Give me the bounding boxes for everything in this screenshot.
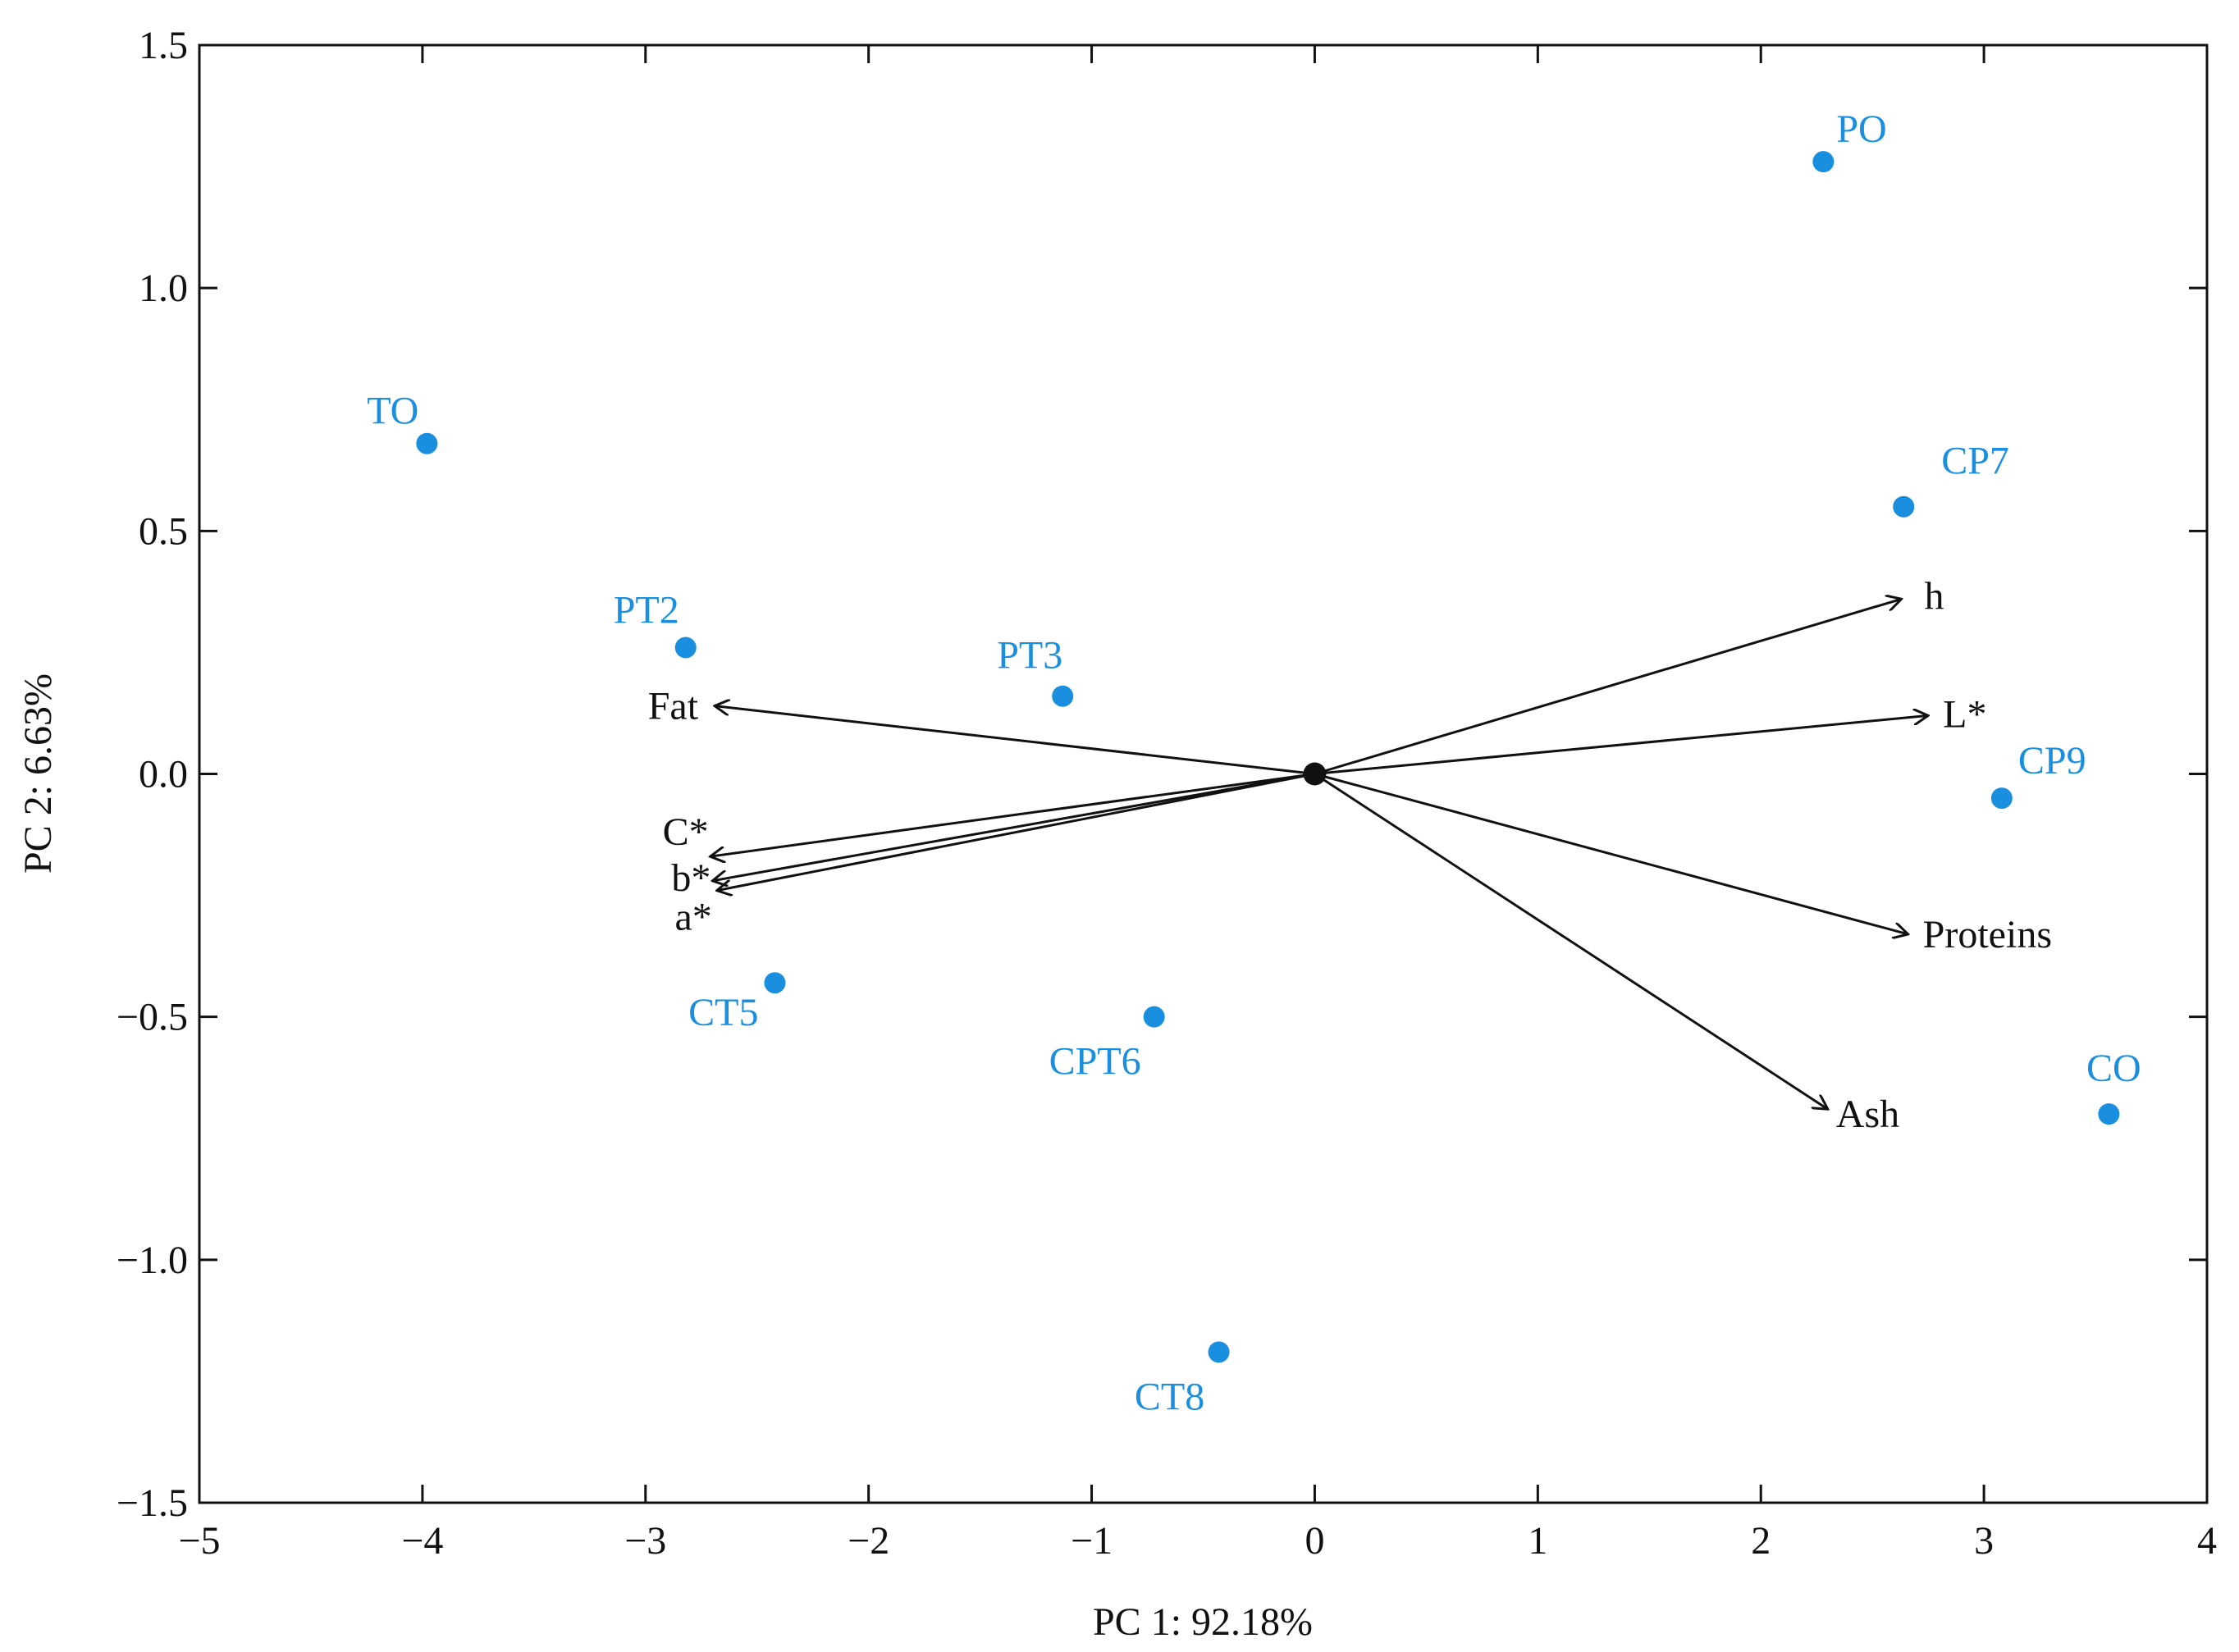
score-label-to: TO xyxy=(367,390,418,433)
score-label-ct8: CT8 xyxy=(1135,1375,1204,1418)
x-tick-label: −4 xyxy=(401,1519,443,1563)
score-point-to xyxy=(416,432,438,454)
y-tick-label: 0.5 xyxy=(139,509,188,553)
score-label-pt2: PT2 xyxy=(614,588,679,632)
x-tick-label: 0 xyxy=(1305,1519,1324,1563)
score-point-pt2 xyxy=(674,637,697,659)
x-tick-label: −2 xyxy=(848,1519,889,1563)
loading-arrow-proteins xyxy=(1314,773,1908,934)
y-tick-label: 0.0 xyxy=(139,753,188,796)
x-axis-title: PC 1: 92.18% xyxy=(1093,1600,1313,1644)
x-tick-label: −3 xyxy=(624,1519,666,1563)
score-label-cpt6: CPT6 xyxy=(1049,1040,1141,1084)
score-label-cp7: CP7 xyxy=(1941,440,2009,483)
x-tick-label: 1 xyxy=(1528,1519,1547,1563)
loading-vectors: h L* Proteins Ash Fat C*b*a* xyxy=(648,574,2052,1136)
x-tick-label: 2 xyxy=(1751,1519,1771,1563)
y-tick-label: −1.5 xyxy=(117,1481,188,1525)
loading-label-proteins: Proteins xyxy=(1923,913,2052,956)
loading-label-h: h xyxy=(1925,574,1944,618)
score-points: PO TO CP7 PT2 PT3 CP9 CT5 CPT6 CO CT8 xyxy=(367,107,2141,1418)
score-point-po xyxy=(1812,151,1835,173)
y-tick-label: −1.0 xyxy=(117,1239,188,1282)
x-tick-label: −5 xyxy=(178,1519,220,1563)
score-point-co xyxy=(2098,1103,2120,1125)
score-label-cp9: CP9 xyxy=(2018,739,2086,783)
y-axis-title: PC 2: 6.63% xyxy=(16,673,60,874)
loading-label-l-star: L* xyxy=(1943,692,1986,736)
score-point-cp7 xyxy=(1893,495,1915,518)
loading-arrow-c-star xyxy=(711,773,1315,857)
loading-label-b-star: b* xyxy=(671,856,711,900)
loading-arrow-fat xyxy=(715,706,1315,775)
loading-label-ash: Ash xyxy=(1836,1093,1899,1136)
loading-label-fat: Fat xyxy=(648,685,699,728)
loading-arrow-ash xyxy=(1314,773,1827,1110)
score-point-cp9 xyxy=(1990,787,2013,810)
score-point-cpt6 xyxy=(1143,1006,1165,1028)
y-axis-ticks: 1.5 1.0 0.5 0.0 −0.5 −1.0 −1.5 xyxy=(117,24,2207,1525)
x-tick-label: −1 xyxy=(1071,1519,1113,1563)
y-tick-label: −0.5 xyxy=(117,996,188,1039)
loading-arrow-a-star xyxy=(717,773,1315,891)
score-label-pt3: PT3 xyxy=(997,634,1062,678)
loading-arrow-b-star xyxy=(712,773,1315,881)
loading-arrow-l-star xyxy=(1314,715,1928,775)
loading-arrow-h xyxy=(1314,599,1901,775)
loading-label-a-star: a* xyxy=(674,896,711,939)
y-tick-label: 1.5 xyxy=(139,24,188,67)
score-label-ct5: CT5 xyxy=(688,991,758,1034)
origin-dot xyxy=(1303,762,1327,786)
x-tick-label: 4 xyxy=(2197,1519,2217,1563)
score-label-co: CO xyxy=(2086,1047,2141,1090)
y-tick-label: 1.0 xyxy=(139,267,188,310)
x-axis-ticks: −5 −4 −3 −2 −1 0 1 2 3 4 xyxy=(178,45,2217,1563)
score-point-pt3 xyxy=(1052,685,1074,707)
loading-label-c-star: C* xyxy=(663,810,709,854)
score-point-ct8 xyxy=(1208,1341,1230,1363)
plot-area-frame xyxy=(198,43,2209,1504)
score-label-po: PO xyxy=(1836,107,1886,151)
score-point-ct5 xyxy=(764,972,786,994)
x-tick-label: 3 xyxy=(1974,1519,1994,1563)
